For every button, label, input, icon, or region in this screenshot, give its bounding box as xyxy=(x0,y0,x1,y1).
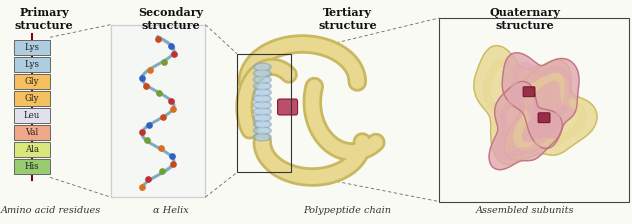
FancyBboxPatch shape xyxy=(14,57,50,72)
FancyBboxPatch shape xyxy=(523,87,535,97)
Ellipse shape xyxy=(253,63,271,71)
Text: Secondary
structure: Secondary structure xyxy=(138,7,204,30)
Polygon shape xyxy=(474,46,562,164)
FancyBboxPatch shape xyxy=(14,108,50,123)
Text: Val: Val xyxy=(25,128,39,137)
FancyBboxPatch shape xyxy=(14,125,50,140)
Text: Gly: Gly xyxy=(25,94,39,103)
Text: Tertiary
structure: Tertiary structure xyxy=(319,7,377,30)
Text: Quaternary
structure: Quaternary structure xyxy=(489,7,560,30)
Ellipse shape xyxy=(256,122,269,127)
Text: Ala: Ala xyxy=(25,145,39,154)
Text: Lys: Lys xyxy=(25,60,39,69)
Text: Primary
structure: Primary structure xyxy=(15,7,73,30)
Ellipse shape xyxy=(256,103,269,108)
Text: Gly: Gly xyxy=(25,77,39,86)
Polygon shape xyxy=(502,53,579,149)
Text: Amino acid residues: Amino acid residues xyxy=(1,206,100,215)
Ellipse shape xyxy=(253,69,271,77)
Ellipse shape xyxy=(253,88,271,97)
Ellipse shape xyxy=(253,82,271,90)
Ellipse shape xyxy=(256,71,269,76)
Text: Leu: Leu xyxy=(24,111,40,120)
FancyBboxPatch shape xyxy=(538,113,550,123)
Ellipse shape xyxy=(256,115,269,121)
Ellipse shape xyxy=(253,108,271,116)
Ellipse shape xyxy=(256,77,269,82)
Ellipse shape xyxy=(256,84,269,88)
Ellipse shape xyxy=(256,65,269,69)
Bar xyxy=(439,18,629,202)
Ellipse shape xyxy=(256,90,269,95)
Text: Polypeptide chain: Polypeptide chain xyxy=(303,206,392,215)
Ellipse shape xyxy=(253,120,271,128)
Ellipse shape xyxy=(253,133,271,141)
Ellipse shape xyxy=(256,96,269,101)
Text: α Helix: α Helix xyxy=(153,206,188,215)
Ellipse shape xyxy=(253,76,271,84)
Text: His: His xyxy=(25,162,39,171)
Ellipse shape xyxy=(253,95,271,103)
FancyBboxPatch shape xyxy=(14,74,50,89)
FancyBboxPatch shape xyxy=(14,40,50,55)
Polygon shape xyxy=(489,81,562,170)
Bar xyxy=(111,25,205,197)
FancyBboxPatch shape xyxy=(14,91,50,106)
Ellipse shape xyxy=(253,101,271,109)
Polygon shape xyxy=(504,60,597,160)
Ellipse shape xyxy=(256,128,269,133)
Ellipse shape xyxy=(256,109,269,114)
Text: Assembled subunits: Assembled subunits xyxy=(475,206,574,215)
Ellipse shape xyxy=(253,127,271,135)
FancyBboxPatch shape xyxy=(14,159,50,174)
Ellipse shape xyxy=(253,114,271,122)
FancyBboxPatch shape xyxy=(277,99,298,115)
Ellipse shape xyxy=(256,134,269,140)
Text: Lys: Lys xyxy=(25,43,39,52)
Bar xyxy=(237,54,291,172)
FancyBboxPatch shape xyxy=(14,142,50,157)
